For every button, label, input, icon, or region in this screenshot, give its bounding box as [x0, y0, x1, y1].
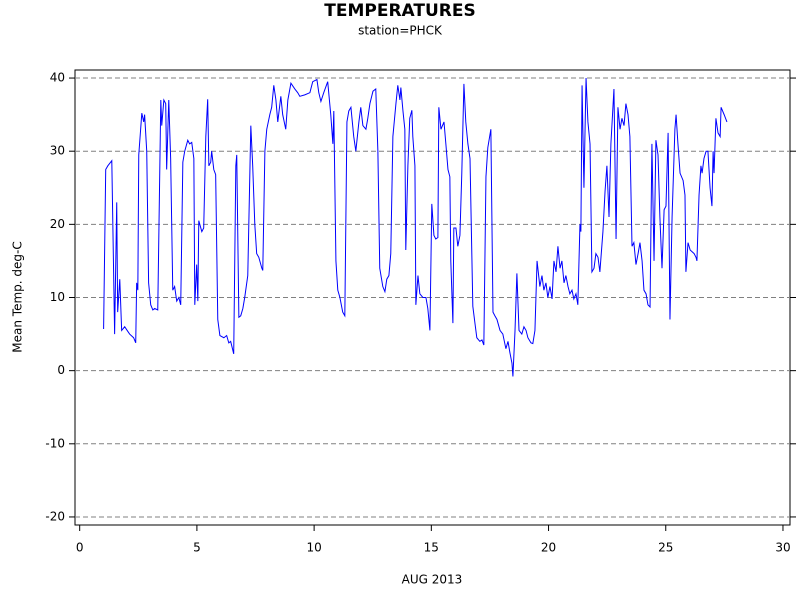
y-tick-label: 40: [50, 71, 65, 85]
y-tick-label: -20: [45, 509, 65, 523]
x-tick-label: 0: [76, 541, 84, 555]
y-tick-label: 20: [50, 217, 65, 231]
y-tick-label: 0: [57, 363, 65, 377]
y-axis-label: Mean Temp. deg-C: [11, 241, 25, 352]
x-tick-label: 20: [541, 541, 556, 555]
x-tick-label: 10: [306, 541, 321, 555]
y-tick-label: 10: [50, 290, 65, 304]
chart-subtitle: station=PHCK: [358, 24, 443, 38]
x-tick-label: 30: [775, 541, 790, 555]
x-tick-label: 15: [424, 541, 439, 555]
y-tick-label: 30: [50, 144, 65, 158]
x-tick-label: 5: [193, 541, 201, 555]
data-line: [103, 78, 728, 377]
x-axis-label: AUG 2013: [402, 573, 463, 587]
y-tick-label: -10: [45, 436, 65, 450]
x-tick-label: 25: [658, 541, 673, 555]
chart-title: TEMPERATURES: [324, 1, 475, 21]
